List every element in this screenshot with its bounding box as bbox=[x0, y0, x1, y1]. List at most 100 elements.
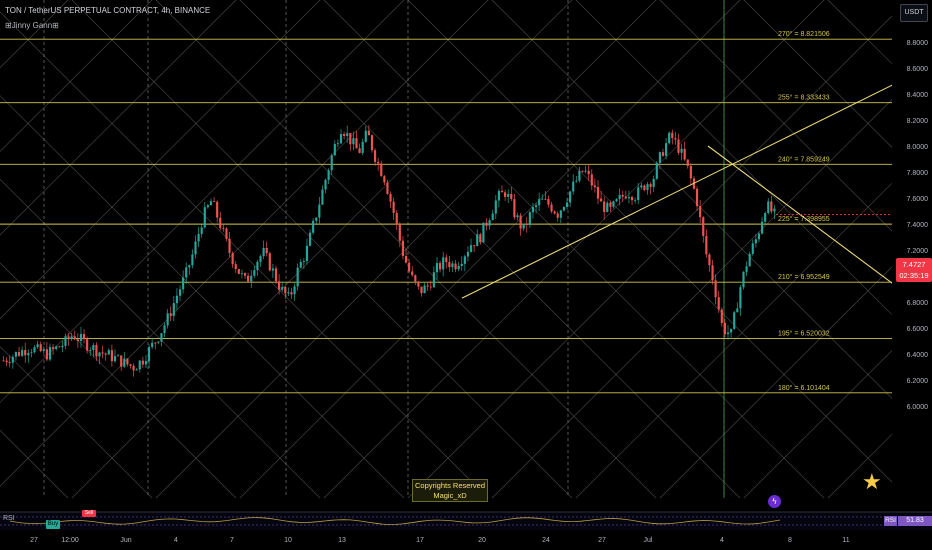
currency-unit-button[interactable]: USDT bbox=[900, 4, 928, 22]
candle-body bbox=[773, 208, 776, 212]
candle-body bbox=[45, 349, 48, 360]
candle-body bbox=[695, 188, 699, 207]
candle-body bbox=[748, 253, 751, 267]
candle-body bbox=[655, 162, 658, 179]
rsi-pane-label: RSI bbox=[3, 515, 15, 522]
candle-body bbox=[30, 352, 33, 354]
candle-body bbox=[234, 264, 237, 269]
grid-diagonal bbox=[0, 262, 237, 499]
candle-body bbox=[58, 346, 61, 348]
candle-body bbox=[126, 358, 129, 365]
candle-body bbox=[754, 239, 757, 244]
candle-body bbox=[231, 252, 234, 265]
candle-body bbox=[630, 197, 634, 201]
candle-body bbox=[73, 336, 76, 340]
candle-body bbox=[194, 241, 197, 255]
time-tick-label: 17 bbox=[416, 537, 424, 544]
candle-body bbox=[751, 243, 754, 254]
candle-body bbox=[107, 350, 110, 355]
candle-body bbox=[665, 143, 668, 156]
candle-body bbox=[160, 333, 163, 342]
candle-body bbox=[315, 217, 318, 221]
candle-body bbox=[522, 223, 525, 229]
candle-body bbox=[435, 263, 439, 273]
candle-body bbox=[240, 273, 244, 274]
candle-body bbox=[408, 262, 411, 272]
candle-body bbox=[21, 350, 24, 356]
candle-body bbox=[141, 360, 144, 365]
candle-body bbox=[482, 222, 485, 243]
indicator-label[interactable]: ⊞Jinny Gann⊞ bbox=[5, 21, 59, 30]
candles bbox=[2, 125, 776, 377]
candle-body bbox=[705, 236, 708, 255]
candle-body bbox=[389, 193, 392, 202]
candle-body bbox=[770, 201, 773, 212]
candle-body bbox=[225, 228, 228, 239]
candle-body bbox=[460, 263, 463, 266]
candle-body bbox=[191, 254, 194, 266]
candle-body bbox=[203, 207, 206, 228]
candle-body bbox=[420, 286, 423, 294]
candle-body bbox=[129, 364, 132, 366]
candle-body bbox=[565, 202, 569, 207]
grid-diagonal bbox=[491, 0, 932, 439]
candle-body bbox=[98, 352, 101, 357]
candle-body bbox=[404, 255, 408, 263]
candle-body bbox=[432, 272, 435, 288]
time-tick-label: 12:00 bbox=[61, 537, 79, 544]
candle-body bbox=[593, 185, 596, 187]
candle-body bbox=[290, 292, 293, 295]
candle-body bbox=[206, 205, 209, 208]
candle-body bbox=[491, 213, 494, 221]
ascending-trendline bbox=[461, 64, 932, 299]
candle-body bbox=[689, 165, 692, 179]
grid-diagonal bbox=[0, 0, 153, 152]
rsi-axis-tag: RSI bbox=[884, 516, 897, 526]
grid-diagonal bbox=[155, 0, 657, 499]
candle-body bbox=[89, 349, 92, 351]
candle-body bbox=[287, 292, 290, 294]
candle-body bbox=[117, 355, 120, 357]
candle-body bbox=[417, 281, 420, 287]
candle-body bbox=[658, 152, 661, 163]
candle-body bbox=[212, 201, 216, 202]
candle-body bbox=[36, 344, 39, 348]
candle-body bbox=[370, 135, 374, 151]
star-icon[interactable]: ★ bbox=[862, 469, 882, 494]
candle-body bbox=[494, 200, 497, 214]
candle-body bbox=[284, 286, 287, 294]
lightning-icon[interactable]: ϟ bbox=[768, 495, 781, 508]
candle-body bbox=[519, 215, 522, 229]
candle-body bbox=[733, 312, 736, 329]
candle-body bbox=[259, 256, 262, 262]
time-axis: 27 12:00 Jun 4 7 10 13 17 20 24 27 Jul 4 8 11 bbox=[0, 530, 932, 550]
candle-body bbox=[120, 355, 123, 367]
vertical-dotted-grid bbox=[43, 0, 725, 498]
candle-body bbox=[603, 201, 606, 212]
candle-body bbox=[2, 360, 5, 362]
candle-body bbox=[445, 257, 448, 263]
candle-body bbox=[355, 138, 358, 149]
candle-body bbox=[132, 365, 135, 371]
candle-body bbox=[578, 170, 581, 181]
candle-body bbox=[742, 271, 745, 288]
time-tick-label: Jul bbox=[644, 537, 653, 544]
time-tick-label: 20 bbox=[478, 537, 486, 544]
candle-body bbox=[172, 303, 175, 316]
candle-body bbox=[401, 240, 405, 256]
grid-diagonal bbox=[575, 143, 932, 499]
candle-body bbox=[726, 332, 730, 335]
candle-body bbox=[454, 263, 457, 270]
price-tick-label: 6.0000 bbox=[907, 404, 929, 411]
candle-body bbox=[349, 133, 352, 145]
time-tick-label: 27 bbox=[30, 537, 38, 544]
grid-diagonal bbox=[659, 0, 932, 272]
candle-body bbox=[680, 148, 683, 153]
candle-body bbox=[683, 148, 686, 160]
candle-body bbox=[572, 181, 575, 192]
grid-diagonal bbox=[0, 0, 237, 236]
buy-signal-badge: Buy bbox=[46, 520, 60, 529]
grid-diagonal bbox=[0, 0, 321, 320]
grid-diagonal bbox=[239, 0, 741, 499]
